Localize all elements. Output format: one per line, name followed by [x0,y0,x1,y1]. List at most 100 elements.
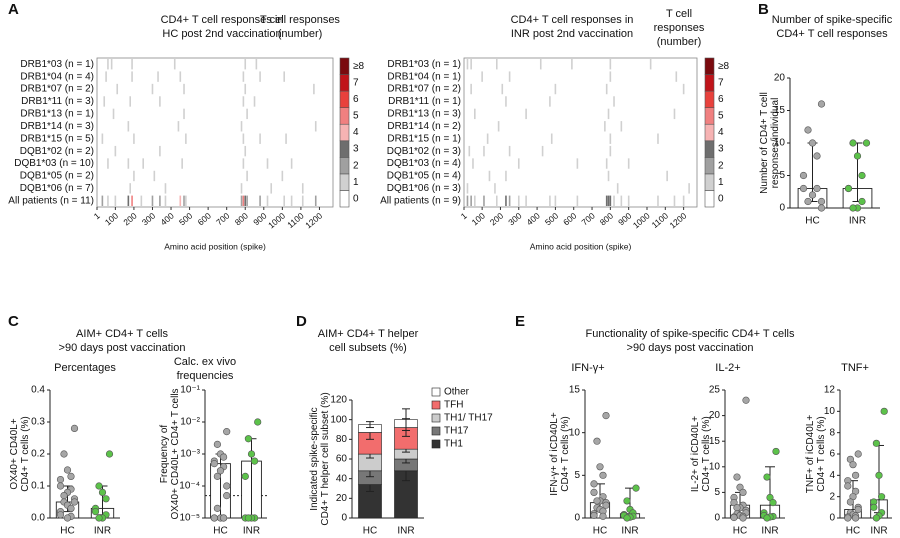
panel-letter: A [8,1,19,18]
y-axis-label: Indicated spike-specific [309,407,320,510]
y-tick-label: 10 [824,406,836,417]
y-tick-label: 20 [336,493,348,504]
colorbar-swatch [704,157,715,175]
x-tick-label: 400 [158,210,176,227]
data-point [599,471,607,479]
panel-letter: D [296,313,307,330]
data-point [772,447,780,456]
y-tick-label: 0.1 [31,481,45,492]
data-point [70,424,79,433]
y-tick-label: 15 [774,105,786,116]
y-tick-label: 5 [779,170,785,181]
y-axis-label: CD4+ T helper cell subset (%) [320,392,331,525]
group-title: Functionality of spike-specific CD4+ T c… [586,328,795,340]
legend-label: TFH [444,400,463,411]
data-point [875,471,883,479]
y-axis-label: OX40+ CD40L+ [9,418,20,489]
data-point [241,472,249,480]
data-point [602,412,610,420]
data-point [244,435,252,443]
data-point [799,171,808,180]
x-tick-label: 700 [214,210,232,227]
colorbar-label: 7 [353,77,359,88]
group-title: >90 days post vaccination [627,342,754,354]
legend-label: Other [444,387,470,398]
legend-label: TH1/ TH17 [444,413,493,424]
data-point [849,139,857,147]
data-point [804,197,812,206]
colorbar-swatch [339,57,350,75]
x-tick-label: 1200 [667,210,688,230]
x-tick-label: 100 [470,210,488,227]
colorbar-label: 3 [718,144,724,155]
y-tick-label: 8 [829,427,835,438]
data-point [844,482,852,490]
y-axis-label: OX40+ CD40L+ CD4+ T cells [170,388,181,519]
data-point [739,488,747,497]
y-tick-label: 0 [829,513,835,524]
row-label: DQB1*06 (n = 3) [387,183,461,194]
y-tick-label: 5 [574,470,580,481]
group-title: AIM+ CD4+ T cells [76,328,168,340]
row-label: DRB1*13 (n = 3) [387,109,461,120]
data-point [223,492,231,500]
data-point [763,514,771,522]
legend-swatch [431,413,441,423]
data-point [862,139,871,147]
colorbar-label: 2 [353,160,359,171]
x-tick-label: 1 [459,210,469,221]
data-point [872,439,881,447]
chart-title: IFN-γ+ [571,362,604,374]
y-tick-label: 10⁻⁴ [179,481,200,492]
data-point [858,197,866,206]
data-point [849,461,857,469]
colorbar-label: 6 [718,94,724,105]
data-point [844,184,853,193]
y-tick-label: 0.2 [31,449,45,460]
x-tick-label: HC [213,526,227,537]
colorbar-swatch [339,74,350,92]
colorbar-label: 0 [353,193,359,204]
row-label: DRB1*15 (n = 1) [387,133,461,144]
colorbar-label: 0 [718,193,724,204]
data-point [67,504,75,513]
row-label: DRB1*04 (n = 4) [20,71,94,82]
data-point [596,463,604,471]
data-point [742,396,750,404]
y-tick-label: 15 [569,385,581,396]
row-label: DQB1*03 (n = 4) [387,158,461,169]
y-axis-label: IL-2+ of iCD40L+ [690,416,701,492]
colorbar-swatch [339,173,350,191]
y-tick-label: 10 [709,461,721,472]
data-point [67,472,75,481]
y-tick-label: 0 [341,513,347,524]
colorbar-swatch [339,90,350,108]
y-tick-label: 15 [709,436,721,447]
row-label: DQB1*05 (n = 4) [387,171,461,182]
y-tick-label: 10 [774,138,786,149]
y-tick-label: 40 [336,473,348,484]
data-point [817,197,826,206]
colorbar-label: 1 [718,177,724,188]
chart-title: cell subsets (%) [329,342,407,354]
y-axis-label: CD4+ T cells (%) [560,416,571,491]
colorbar-label: ≥8 [353,61,364,72]
data-point [877,493,886,501]
colorbar-swatch [339,157,350,175]
data-point [769,499,777,507]
row-label: DRB1*07 (n = 2) [20,84,94,95]
colorbar-swatch [704,173,715,191]
data-point [210,460,218,468]
colorbar-swatch [704,123,715,142]
data-point [102,495,110,503]
plot-frame [96,57,334,208]
data-point [730,513,738,522]
data-point [63,514,72,522]
x-tick-label: 1000 [631,210,652,230]
colorbar-label: 5 [353,111,359,122]
x-tick-label: INR [870,526,887,537]
row-label: DQB1*02 (n = 3) [387,146,461,157]
legend-label: TH17 [444,426,469,437]
chart-title: HC post 2nd vaccination [162,28,281,40]
data-point [808,139,817,147]
